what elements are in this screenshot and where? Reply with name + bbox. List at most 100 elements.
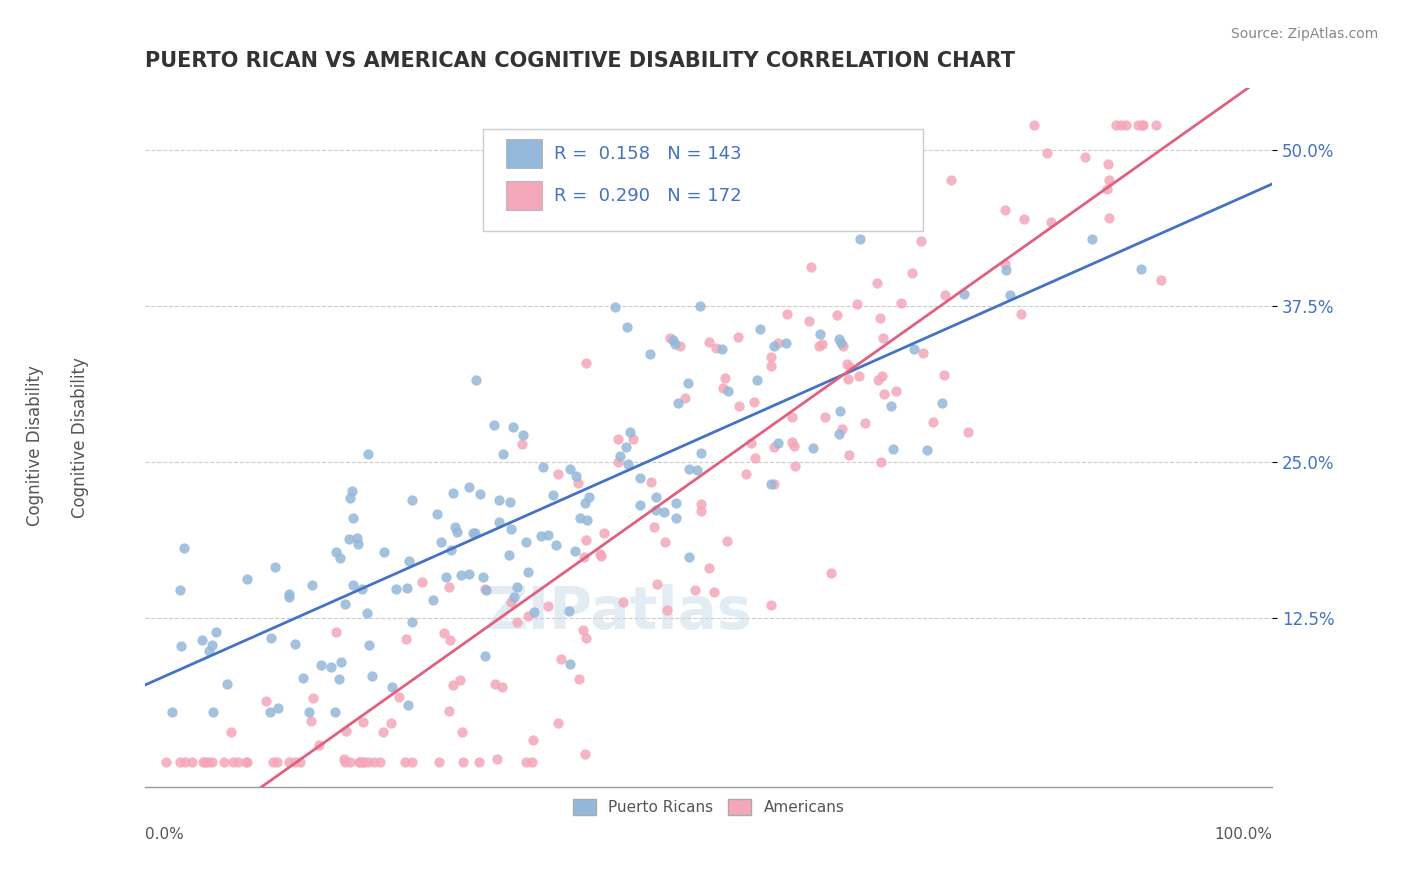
Point xyxy=(606,455,628,469)
Point xyxy=(832,339,855,353)
Point xyxy=(226,755,249,769)
Point xyxy=(742,395,765,409)
Point xyxy=(808,326,831,341)
Point xyxy=(766,436,789,450)
Point xyxy=(488,516,510,530)
Point xyxy=(605,300,627,314)
Point xyxy=(396,698,419,713)
Point xyxy=(934,368,956,382)
Point xyxy=(329,551,352,566)
Point xyxy=(1144,118,1167,132)
Point xyxy=(998,287,1021,301)
Point xyxy=(870,455,893,469)
Point xyxy=(697,560,720,574)
Point xyxy=(492,448,515,462)
Point xyxy=(830,404,852,418)
Point xyxy=(191,633,214,648)
Point xyxy=(388,690,411,704)
Point xyxy=(499,495,522,509)
Point xyxy=(1150,273,1173,287)
Point xyxy=(710,343,733,357)
Text: Source: ZipAtlas.com: Source: ZipAtlas.com xyxy=(1230,27,1378,41)
Point xyxy=(740,436,762,450)
Point xyxy=(357,755,380,769)
Text: Cognitive Disability: Cognitive Disability xyxy=(27,366,44,526)
Point xyxy=(155,755,177,769)
Point xyxy=(1104,118,1126,132)
Point xyxy=(664,336,686,351)
Point xyxy=(333,755,356,769)
Point xyxy=(201,638,224,652)
Point xyxy=(934,288,956,302)
Point xyxy=(357,446,380,460)
Point xyxy=(517,609,540,624)
Point xyxy=(475,583,498,598)
Point xyxy=(1073,150,1095,164)
Point xyxy=(654,535,676,549)
Point xyxy=(569,511,592,525)
Point xyxy=(335,724,357,739)
Point xyxy=(488,492,510,507)
Point xyxy=(690,446,713,460)
Point xyxy=(571,623,593,637)
Point xyxy=(292,672,315,686)
Point xyxy=(501,522,523,536)
Point xyxy=(576,513,599,527)
Point xyxy=(193,755,215,769)
Point xyxy=(762,476,785,491)
Point xyxy=(499,595,522,609)
Point xyxy=(849,231,872,245)
Point xyxy=(890,296,912,310)
Point xyxy=(830,336,852,351)
Point xyxy=(437,704,460,718)
Point xyxy=(506,615,529,630)
Point xyxy=(441,485,464,500)
Point xyxy=(910,234,932,248)
Point xyxy=(775,335,797,350)
Point xyxy=(762,339,785,353)
Point xyxy=(814,410,837,425)
Point xyxy=(401,493,423,508)
Point xyxy=(1130,118,1153,132)
Point xyxy=(308,738,330,752)
Point xyxy=(256,694,278,708)
Point xyxy=(995,263,1018,277)
Point xyxy=(614,440,637,454)
Point xyxy=(360,669,382,683)
Point xyxy=(558,462,581,476)
Point xyxy=(217,677,239,691)
Point xyxy=(690,503,713,517)
Point xyxy=(373,545,395,559)
Point xyxy=(714,371,737,385)
Point xyxy=(236,572,259,586)
Point xyxy=(380,716,402,731)
Point xyxy=(395,632,418,646)
Point xyxy=(759,598,782,612)
Point xyxy=(828,333,851,347)
Point xyxy=(704,341,727,355)
Point xyxy=(697,334,720,349)
Point xyxy=(284,637,307,651)
Point xyxy=(665,511,688,525)
Point xyxy=(1098,172,1121,186)
Text: R =  0.158   N = 143: R = 0.158 N = 143 xyxy=(554,145,742,163)
Point xyxy=(689,497,711,511)
Point xyxy=(837,372,859,386)
Point xyxy=(831,422,853,436)
Point xyxy=(444,520,467,534)
Point xyxy=(1036,145,1059,160)
Point xyxy=(451,755,474,769)
Point xyxy=(330,655,353,669)
Point xyxy=(339,491,361,505)
Point xyxy=(502,419,524,434)
Point xyxy=(437,580,460,594)
Point xyxy=(550,652,572,666)
Point xyxy=(339,755,361,769)
Point xyxy=(450,567,472,582)
Point xyxy=(558,604,581,618)
Point xyxy=(522,605,544,619)
Point xyxy=(922,415,945,429)
Point xyxy=(301,691,323,706)
Point xyxy=(848,368,870,383)
Point xyxy=(411,574,433,589)
